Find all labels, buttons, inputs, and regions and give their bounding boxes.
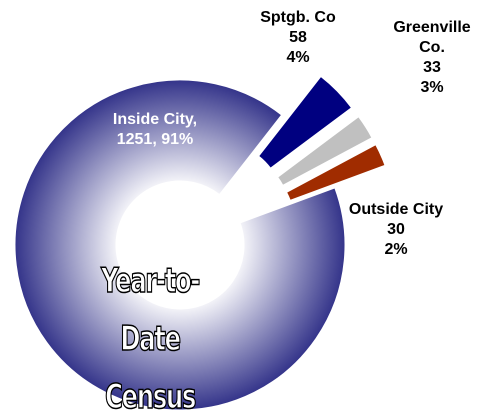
category-label: Inside City,	[112, 111, 198, 128]
slice-label: Inside City, 1251, 91%	[85, 110, 225, 150]
donut-slice	[258, 75, 353, 169]
value-label: 1251,	[116, 131, 157, 148]
percent-label: 3%	[420, 79, 444, 96]
category-label: Outside City	[348, 201, 444, 218]
category-label: Greenville Co.	[393, 19, 471, 56]
slice-label: Sptgb. Co 58 4%	[238, 8, 358, 68]
donut-slice	[276, 115, 373, 186]
percent-label: 2%	[384, 241, 408, 258]
percent-label: 91%	[161, 131, 194, 148]
donut-slice	[285, 144, 386, 201]
value-label: 33	[423, 59, 441, 76]
slice-label: Greenville Co. 33 3%	[382, 18, 482, 98]
percent-label: 4%	[286, 49, 310, 66]
center-title: Year-to-Date Census	[100, 260, 201, 417]
slice-label: Outside City 30 2%	[346, 200, 446, 260]
value-label: 30	[387, 221, 405, 238]
value-label: 58	[289, 29, 307, 46]
value-line: 1251, 91%	[85, 130, 225, 150]
category-label: Sptgb. Co	[260, 9, 336, 26]
donut-slice	[14, 79, 346, 411]
